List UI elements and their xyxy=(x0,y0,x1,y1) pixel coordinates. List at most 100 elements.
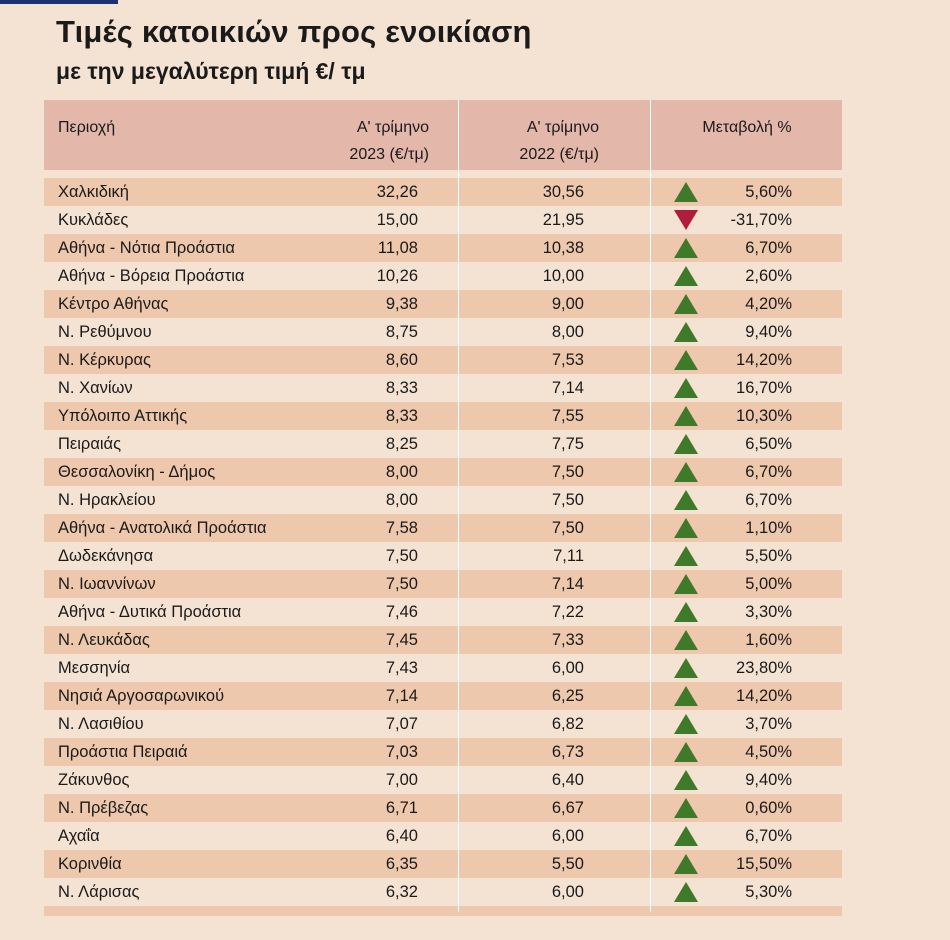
cell-q2023: 6,71 xyxy=(385,799,418,817)
cell-q2023: 7,50 xyxy=(385,575,418,593)
triangle-up-icon xyxy=(674,882,698,902)
cell-q2023: 9,38 xyxy=(385,295,418,313)
cell-change: 23,80% xyxy=(736,659,792,677)
cell-change: 5,60% xyxy=(745,183,792,201)
cell-region: Κορινθία xyxy=(58,855,122,873)
trend-up-mark xyxy=(674,294,698,314)
cell-q2023: 7,58 xyxy=(385,519,418,537)
triangle-up-icon xyxy=(674,602,698,622)
triangle-up-icon xyxy=(674,462,698,482)
trend-down-mark xyxy=(674,210,698,230)
cell-change: 1,10% xyxy=(745,519,792,537)
cell-region: Αχαΐα xyxy=(58,827,100,845)
cell-q2022: 8,00 xyxy=(551,323,584,341)
triangle-up-icon xyxy=(674,518,698,538)
triangle-up-icon xyxy=(674,434,698,454)
triangle-up-icon xyxy=(674,798,698,818)
table-row: Ν. Ρεθύμνου 8,75 8,00 9,40% xyxy=(44,318,842,346)
cell-q2023: 8,75 xyxy=(385,323,418,341)
cell-q2023: 8,00 xyxy=(385,491,418,509)
header-gap xyxy=(44,170,842,178)
cell-q2022: 5,50 xyxy=(551,855,584,873)
cell-q2022: 6,00 xyxy=(551,659,584,677)
cell-region: Ν. Ρεθύμνου xyxy=(58,323,152,341)
table-row: Ζάκυνθος 7,00 6,40 9,40% xyxy=(44,766,842,794)
cell-q2023: 7,45 xyxy=(385,631,418,649)
trend-up-mark xyxy=(674,182,698,202)
cell-q2023: 7,50 xyxy=(385,547,418,565)
cell-q2022: 6,73 xyxy=(551,743,584,761)
triangle-up-icon xyxy=(674,574,698,594)
triangle-up-icon xyxy=(674,406,698,426)
cell-change: 3,70% xyxy=(745,715,792,733)
cell-change: 14,20% xyxy=(736,351,792,369)
cell-q2022: 7,50 xyxy=(551,463,584,481)
trend-up-mark xyxy=(674,490,698,510)
trend-up-mark xyxy=(674,518,698,538)
cell-q2023: 8,25 xyxy=(385,435,418,453)
table-row: Αθήνα - Βόρεια Προάστια 10,26 10,00 2,60% xyxy=(44,262,842,290)
cell-q2023: 6,35 xyxy=(385,855,418,873)
cell-change: 4,50% xyxy=(745,743,792,761)
column-divider-1 xyxy=(458,100,459,912)
trend-up-mark xyxy=(674,434,698,454)
cell-q2022: 7,22 xyxy=(551,603,584,621)
cell-region: Χαλκιδική xyxy=(58,183,129,201)
trend-up-mark xyxy=(674,462,698,482)
cell-q2022: 6,00 xyxy=(551,827,584,845)
triangle-up-icon xyxy=(674,658,698,678)
triangle-up-icon xyxy=(674,770,698,790)
rent-price-table: Περιοχή Α' τρίμηνο 2023 (€/τμ) Α' τρίμην… xyxy=(44,100,842,916)
trend-up-mark xyxy=(674,658,698,678)
cell-q2023: 7,03 xyxy=(385,743,418,761)
cell-q2022: 7,75 xyxy=(551,435,584,453)
cell-change: 5,30% xyxy=(745,883,792,901)
cell-q2022: 6,25 xyxy=(551,687,584,705)
cell-change: 5,00% xyxy=(745,575,792,593)
cell-change: 6,50% xyxy=(745,435,792,453)
trend-up-mark xyxy=(674,714,698,734)
cell-change: 6,70% xyxy=(745,463,792,481)
header-q2023: Α' τρίμηνο 2023 (€/τμ) xyxy=(244,114,429,168)
cell-q2023: 6,40 xyxy=(385,827,418,845)
trend-up-mark xyxy=(674,742,698,762)
table-row: Κορινθία 6,35 5,50 15,50% xyxy=(44,850,842,878)
cell-change: -31,70% xyxy=(730,211,792,229)
triangle-up-icon xyxy=(674,742,698,762)
trend-up-mark xyxy=(674,798,698,818)
triangle-up-icon xyxy=(674,266,698,286)
cell-region: Θεσσαλονίκη - Δήμος xyxy=(58,463,216,481)
table-row: Αθήνα - Δυτικά Προάστια 7,46 7,22 3,30% xyxy=(44,598,842,626)
table-row: Κέντρο Αθήνας 9,38 9,00 4,20% xyxy=(44,290,842,318)
trend-up-mark xyxy=(674,854,698,874)
trend-up-mark xyxy=(674,238,698,258)
cell-q2022: 30,56 xyxy=(542,183,584,201)
trend-up-mark xyxy=(674,322,698,342)
cell-region: Κέντρο Αθήνας xyxy=(58,295,169,313)
triangle-up-icon xyxy=(674,854,698,874)
triangle-down-icon xyxy=(674,210,698,230)
cell-q2023: 32,26 xyxy=(376,183,418,201)
triangle-up-icon xyxy=(674,630,698,650)
cell-change: 10,30% xyxy=(736,407,792,425)
header-q2023-line2: 2023 (€/τμ) xyxy=(349,146,429,163)
trend-up-mark xyxy=(674,574,698,594)
cell-q2022: 7,11 xyxy=(553,547,584,565)
trend-up-mark xyxy=(674,770,698,790)
table-row: Αθήνα - Ανατολικά Προάστια 7,58 7,50 1,10% xyxy=(44,514,842,542)
cell-region: Ν. Χανίων xyxy=(58,379,133,397)
cell-region: Ν. Λασιθίου xyxy=(58,715,144,733)
cell-q2023: 7,46 xyxy=(385,603,418,621)
triangle-up-icon xyxy=(674,378,698,398)
cell-q2023: 8,33 xyxy=(385,379,418,397)
header-change: Μεταβολή % xyxy=(702,119,792,136)
cell-q2023: 11,08 xyxy=(377,239,418,257)
cell-region: Δωδεκάνησα xyxy=(58,547,154,565)
cell-q2022: 7,55 xyxy=(551,407,584,425)
cell-q2022: 6,00 xyxy=(551,883,584,901)
header-q2022-line2: 2022 (€/τμ) xyxy=(519,146,599,163)
header-region: Περιοχή xyxy=(58,119,116,136)
table-row: Ν. Πρέβεζας 6,71 6,67 0,60% xyxy=(44,794,842,822)
cell-q2023: 8,00 xyxy=(385,463,418,481)
cell-change: 6,70% xyxy=(745,239,792,257)
